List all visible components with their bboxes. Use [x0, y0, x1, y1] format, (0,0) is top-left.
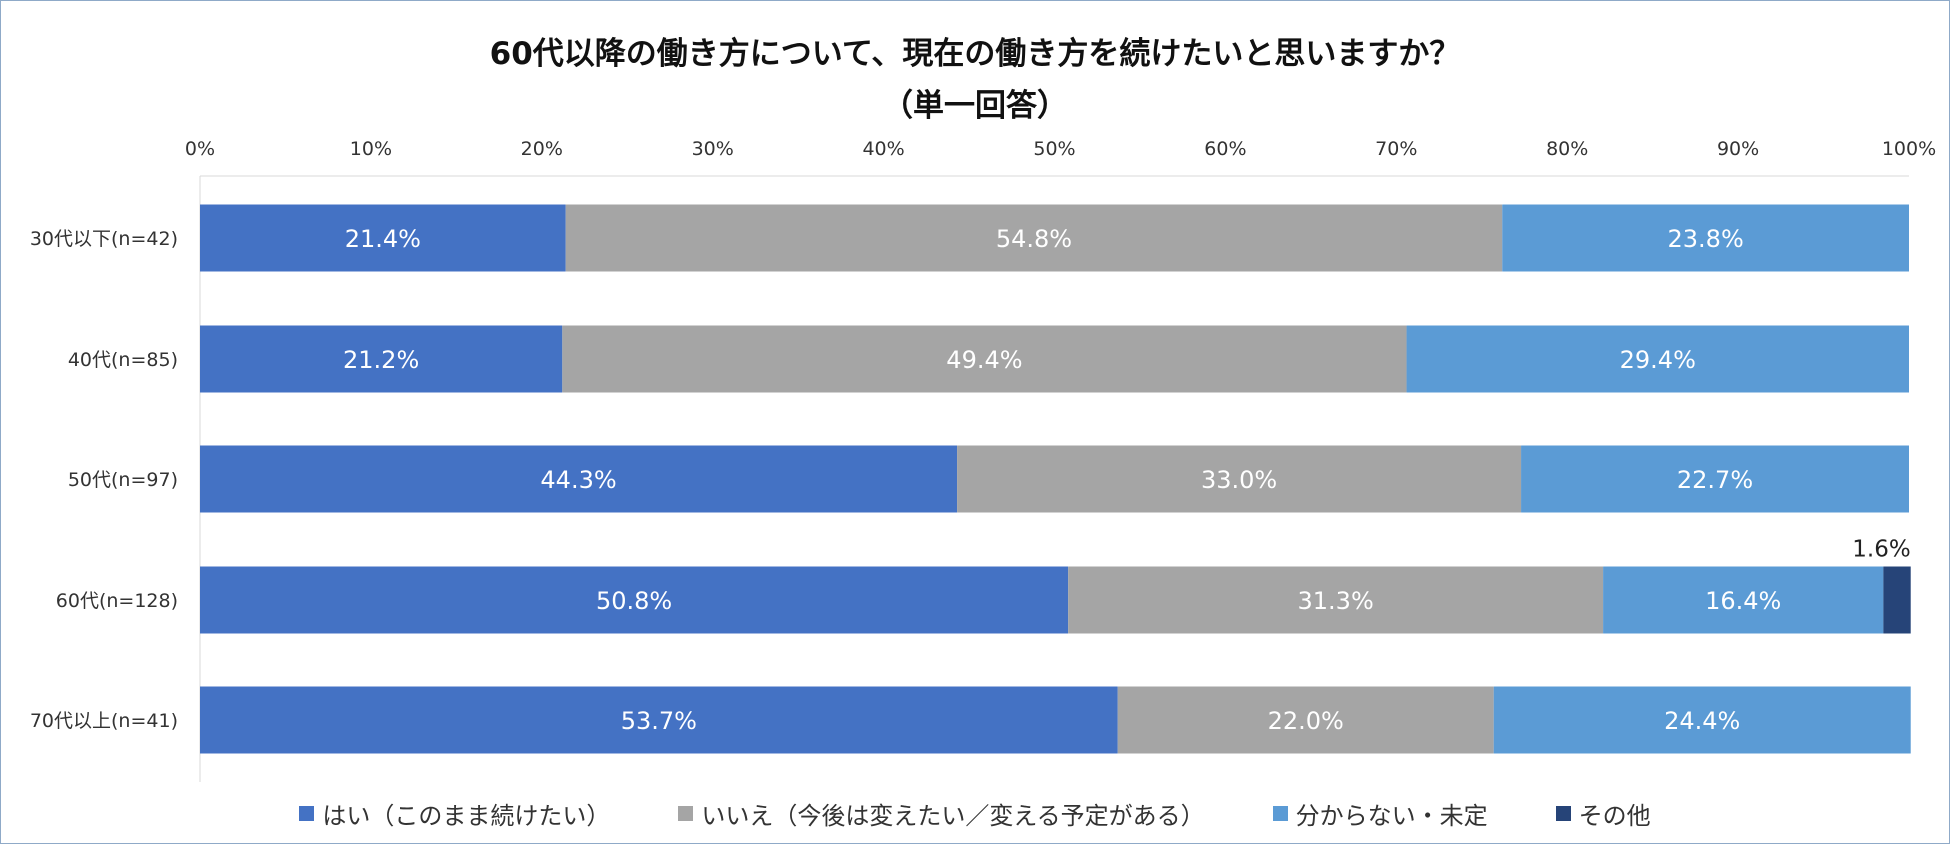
bar-segment — [1117, 686, 1494, 754]
data-label: 21.4% — [345, 225, 421, 253]
legend-item: その他 — [1555, 796, 1651, 831]
legend-swatch — [678, 806, 694, 821]
x-tick-label: 90% — [1717, 138, 1759, 160]
x-tick-label: 70% — [1375, 138, 1417, 160]
legend-swatch — [1272, 806, 1288, 821]
bar-segment — [1068, 566, 1604, 634]
category-label: 70代以上(n=41) — [30, 710, 178, 732]
x-tick-label: 10% — [350, 138, 392, 160]
bar-segment — [200, 686, 1118, 754]
bar-segment — [200, 204, 566, 272]
category-label: 30代以下(n=42) — [30, 228, 178, 250]
legend-swatch — [1555, 806, 1571, 821]
data-label: 44.3% — [540, 466, 616, 494]
data-label: 31.3% — [1298, 587, 1374, 615]
legend-label: その他 — [1578, 802, 1651, 830]
data-label: 24.4% — [1664, 707, 1740, 735]
data-label: 53.7% — [621, 707, 697, 735]
chart-title: 60代以降の働き方について、現在の働き方を続けたいと思いますか？ — [489, 36, 1461, 72]
data-label: 21.2% — [343, 346, 419, 374]
bar-segment — [200, 445, 958, 513]
x-tick-label: 0% — [185, 138, 215, 160]
legend-label: いいえ（今後は変えたい／変える予定がある） — [701, 802, 1205, 830]
data-label: 49.4% — [946, 346, 1022, 374]
x-tick-label: 40% — [862, 138, 904, 160]
x-tick-label: 50% — [1033, 138, 1075, 160]
x-tick-label: 100% — [1882, 138, 1936, 160]
chart-legend: はい（このまま続けたい） いいえ（今後は変えたい／変える予定がある） 分からない・未… — [0, 796, 1950, 831]
x-tick-label: 20% — [521, 138, 563, 160]
data-label: 1.6% — [1852, 537, 1910, 563]
data-label: 22.0% — [1268, 707, 1344, 735]
bar-segment — [1406, 325, 1909, 393]
data-label: 16.4% — [1705, 587, 1781, 615]
bar-segment — [1502, 204, 1909, 272]
legend-label: はい（このまま続けたい） — [322, 802, 611, 830]
legend-item: いいえ（今後は変えたい／変える予定がある） — [678, 796, 1205, 831]
data-label: 33.0% — [1201, 466, 1277, 494]
bar-segment — [1493, 686, 1911, 754]
legend-item: はい（このまま続けたい） — [299, 796, 610, 831]
bar-segment — [200, 325, 563, 393]
x-tick-label: 80% — [1546, 138, 1588, 160]
data-label: 22.7% — [1677, 466, 1753, 494]
data-label: 29.4% — [1620, 346, 1696, 374]
bar-segment — [562, 325, 1407, 393]
x-tick-label: 30% — [692, 138, 734, 160]
x-tick-label: 60% — [1204, 138, 1246, 160]
bar-segment — [565, 204, 1503, 272]
data-label: 50.8% — [596, 587, 672, 615]
bar-segment — [1521, 445, 1909, 513]
bar-segment — [957, 445, 1522, 513]
category-label: 50代(n=97) — [68, 469, 178, 491]
legend-item: 分からない・未定 — [1272, 796, 1488, 831]
chart-subtitle: （単一回答） — [882, 88, 1068, 124]
category-label: 40代(n=85) — [68, 349, 178, 371]
data-label: 54.8% — [996, 225, 1072, 253]
bar-segment — [1603, 566, 1884, 634]
bar-segment — [1883, 566, 1911, 634]
legend-swatch — [299, 806, 315, 821]
category-label: 60代(n=128) — [56, 590, 178, 612]
legend-label: 分からない・未定 — [1295, 802, 1488, 830]
data-label: 23.8% — [1668, 225, 1744, 253]
bar-segment — [200, 566, 1069, 634]
